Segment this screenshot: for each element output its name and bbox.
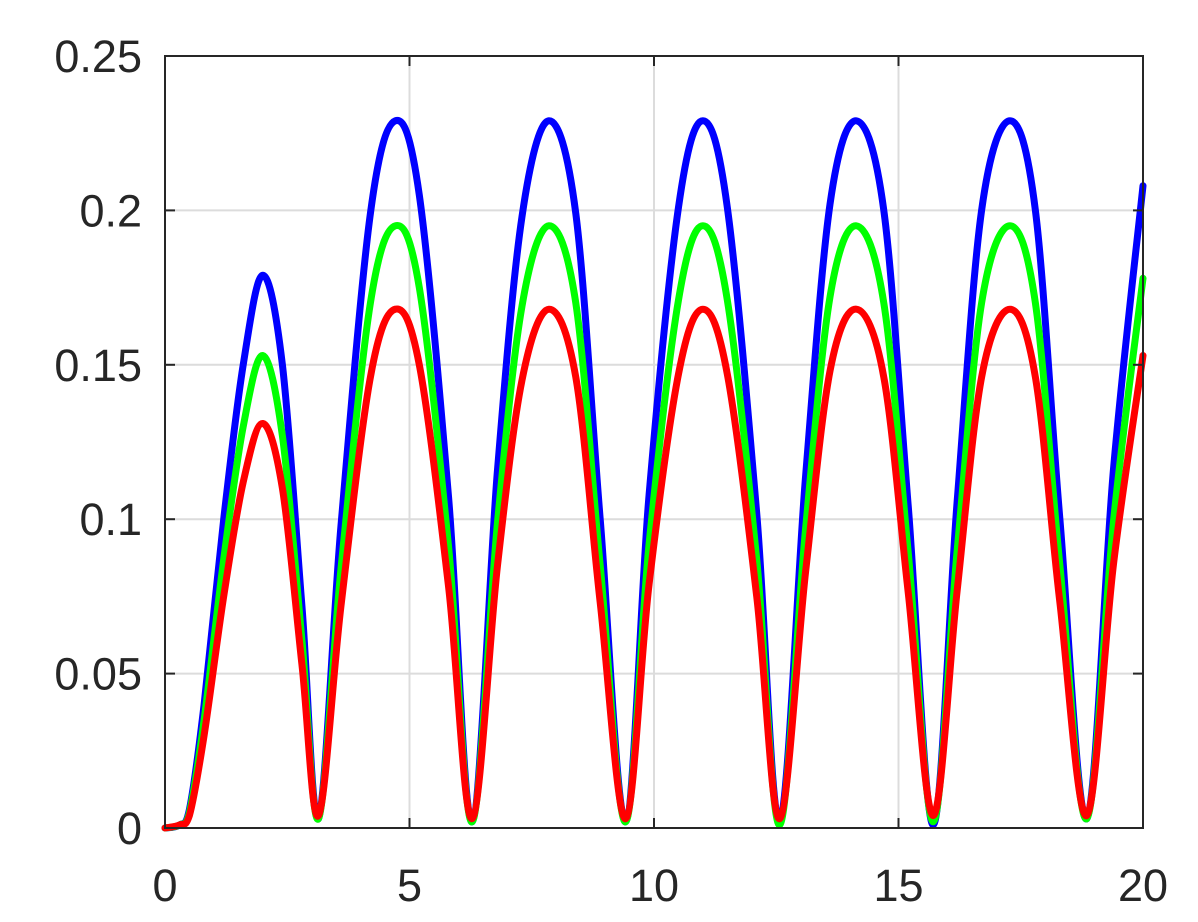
series-lines [161, 116, 1147, 832]
x-tick-label: 0 [152, 860, 177, 911]
x-axis-ticks: 0 5 10 15 20 [152, 56, 1168, 911]
x-tick-label: 20 [1118, 860, 1168, 911]
x-tick-label: 15 [873, 860, 923, 911]
x-tick-label: 10 [629, 860, 679, 911]
y-tick-label: 0.1 [79, 494, 142, 545]
y-tick-label: 0.25 [54, 31, 142, 82]
series-line-3 [161, 305, 1147, 832]
y-tick-label: 0 [117, 803, 142, 854]
y-tick-label: 0.05 [54, 649, 142, 700]
y-tick-label: 0.2 [79, 185, 142, 236]
y-axis-ticks: 0 0.05 0.1 0.15 0.2 0.25 [54, 31, 1143, 854]
y-tick-label: 0.15 [54, 340, 142, 391]
x-tick-label: 5 [397, 860, 422, 911]
